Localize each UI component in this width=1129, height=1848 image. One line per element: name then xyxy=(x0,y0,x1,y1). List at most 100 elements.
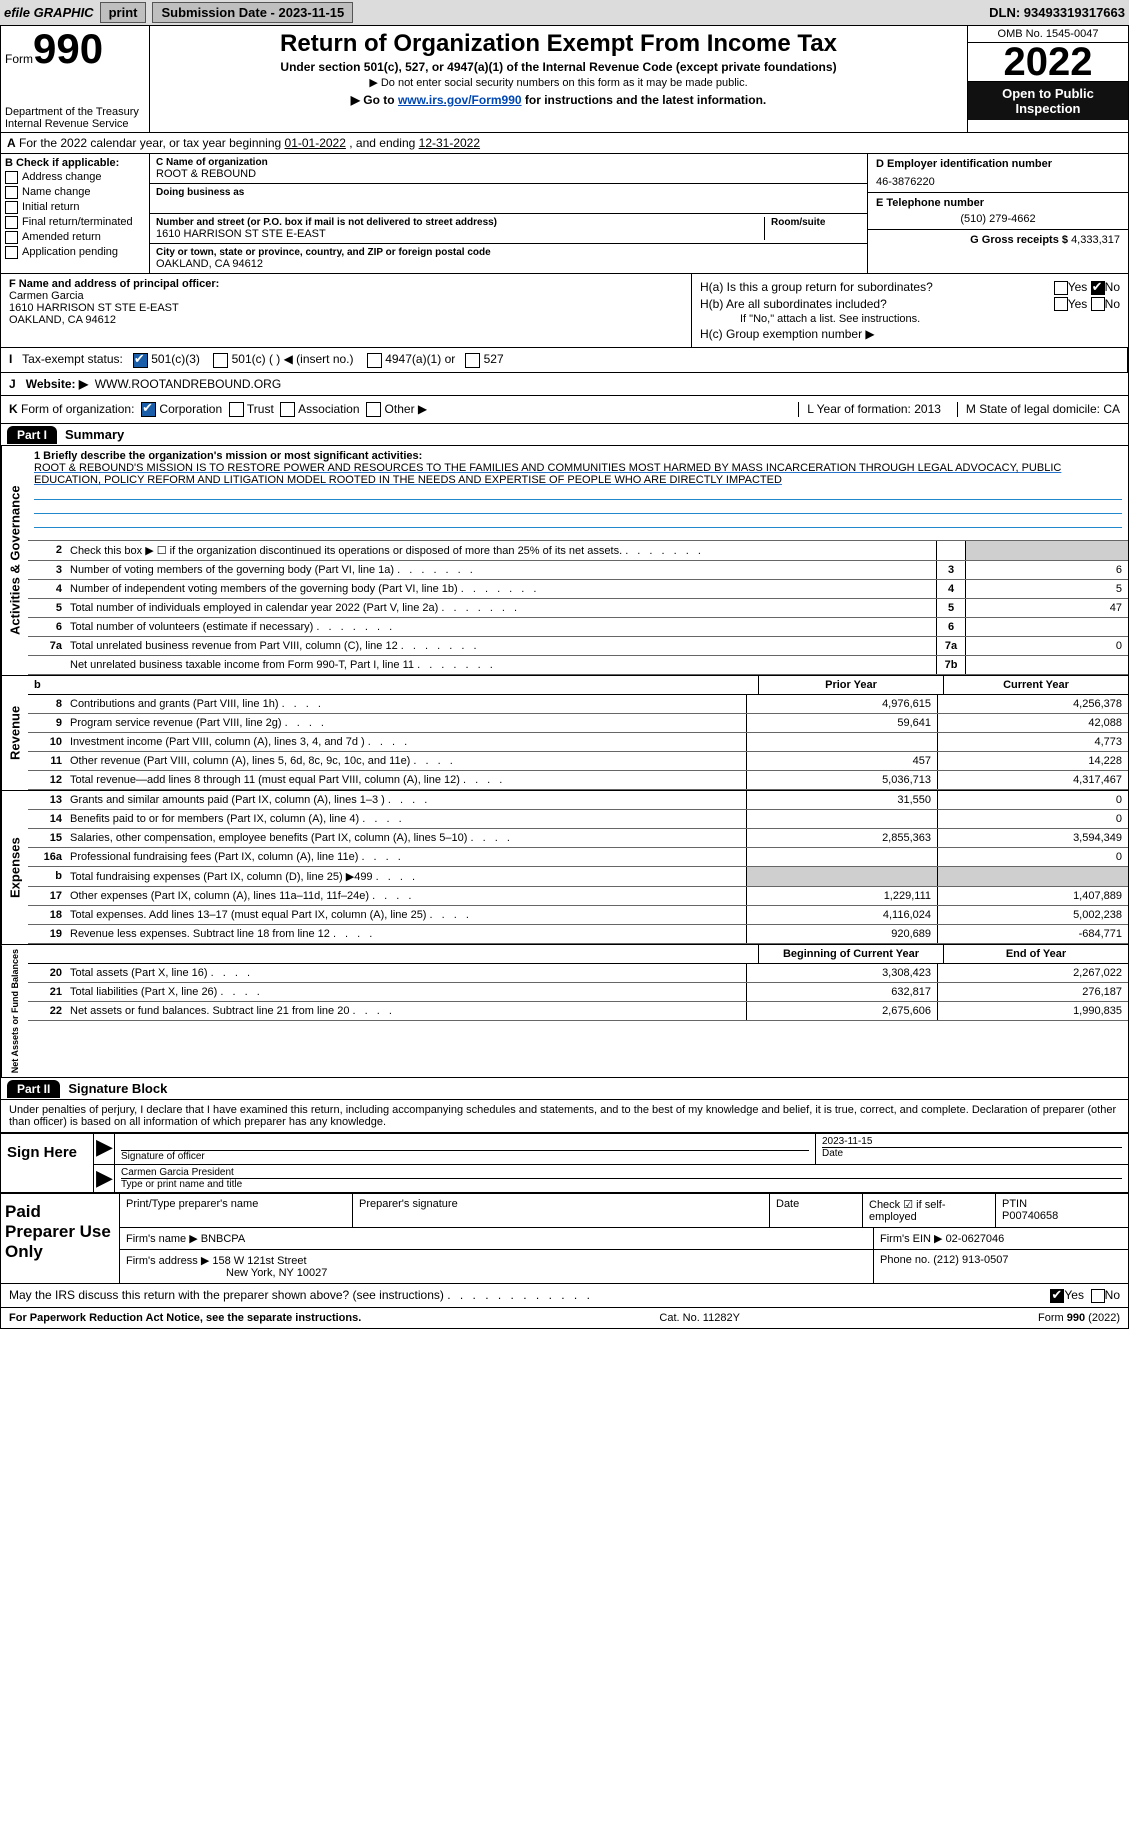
chk-assoc[interactable] xyxy=(280,402,295,417)
form-990: Form990 Department of the Treasury Inter… xyxy=(0,25,1129,1329)
row-i-tax-status: I Tax-exempt status: 501(c)(3) 501(c) ( … xyxy=(1,348,1128,372)
may-no-lbl: No xyxy=(1105,1288,1120,1302)
may-yes[interactable] xyxy=(1050,1289,1064,1303)
gov-row: 4Number of independent voting members of… xyxy=(28,580,1128,599)
chk-other[interactable] xyxy=(366,402,381,417)
chk-app-pending[interactable] xyxy=(5,246,18,259)
col-current-year: Current Year xyxy=(943,676,1128,694)
chk-501c3[interactable] xyxy=(133,353,148,368)
part-ii-header: Part II Signature Block xyxy=(1,1078,1128,1100)
no-lbl: No xyxy=(1105,280,1120,294)
year-end: 12-31-2022 xyxy=(419,136,480,150)
ptin-value: P00740658 xyxy=(1002,1210,1122,1222)
summary-expenses: Expenses 13Grants and similar amounts pa… xyxy=(1,790,1128,944)
chk-name-change[interactable] xyxy=(5,186,18,199)
typed-name: Carmen Garcia President xyxy=(121,1167,1122,1179)
form-number: 990 xyxy=(33,25,103,72)
lbl-final-return: Final return/terminated xyxy=(22,216,133,228)
tab-revenue: Revenue xyxy=(1,676,28,790)
data-row: 20Total assets (Part X, line 16) . . . .… xyxy=(28,964,1128,983)
form-title-block: Return of Organization Exempt From Incom… xyxy=(150,26,967,132)
row-k-label: K xyxy=(9,402,18,416)
data-row: 17Other expenses (Part IX, column (A), l… xyxy=(28,887,1128,906)
dba-label: Doing business as xyxy=(156,187,861,198)
h-a-no[interactable] xyxy=(1091,281,1105,295)
officer-addr2: OAKLAND, CA 94612 xyxy=(9,314,683,326)
form-org-label: Form of organization: xyxy=(21,402,134,416)
phone-value: (510) 279-4662 xyxy=(876,213,1120,225)
mission-question: 1 Briefly describe the organization's mi… xyxy=(34,450,1122,462)
submission-date-button[interactable]: Submission Date - 2023-11-15 xyxy=(152,2,353,23)
officer-addr1: 1610 HARRISON ST STE E-EAST xyxy=(9,302,683,314)
may-yes-lbl: Yes xyxy=(1064,1288,1084,1302)
chk-4947[interactable] xyxy=(367,353,382,368)
row-j-website: J Website: ▶ WWW.ROOTANDREBOUND.ORG xyxy=(1,373,1128,396)
chk-527[interactable] xyxy=(465,353,480,368)
dln-label: DLN: 93493319317663 xyxy=(989,5,1125,20)
footer-right: Form 990 (2022) xyxy=(1038,1312,1120,1324)
paid-preparer-block: Paid Preparer Use Only Print/Type prepar… xyxy=(1,1193,1128,1283)
self-employed-check: Check ☑ if self-employed xyxy=(863,1194,996,1227)
h-a-yes[interactable] xyxy=(1054,281,1068,295)
city-state-zip: OAKLAND, CA 94612 xyxy=(156,258,861,270)
yes-lbl2: Yes xyxy=(1068,297,1088,311)
data-row: 9Program service revenue (Part VIII, lin… xyxy=(28,714,1128,733)
may-no[interactable] xyxy=(1091,1289,1105,1303)
firm-addr-label: Firm's address ▶ xyxy=(126,1255,209,1267)
summary-governance: Activities & Governance 1 Briefly descri… xyxy=(1,446,1128,675)
row-a-label: A xyxy=(7,136,16,150)
firm-name: BNBCPA xyxy=(201,1233,245,1245)
opt-501c3: 501(c)(3) xyxy=(151,352,200,366)
chk-initial-return[interactable] xyxy=(5,201,18,214)
firm-addr1: 158 W 121st Street xyxy=(212,1255,306,1267)
opt-527: 527 xyxy=(484,352,504,366)
room-label: Room/suite xyxy=(771,217,861,228)
page-footer: For Paperwork Reduction Act Notice, see … xyxy=(1,1308,1128,1328)
website-label: Website: ▶ xyxy=(26,377,88,391)
chk-corp[interactable] xyxy=(141,402,156,417)
chk-501c[interactable] xyxy=(213,353,228,368)
opt-other: Other ▶ xyxy=(385,402,428,416)
opt-4947: 4947(a)(1) or xyxy=(385,352,455,366)
chk-amended[interactable] xyxy=(5,231,18,244)
year-begin: 01-01-2022 xyxy=(285,136,346,150)
h-b-no[interactable] xyxy=(1091,297,1105,311)
street-label: Number and street (or P.O. box if mail i… xyxy=(156,217,764,228)
row-b-label: b xyxy=(34,679,41,691)
chk-address-change[interactable] xyxy=(5,171,18,184)
dept-treasury: Department of the Treasury xyxy=(5,106,145,118)
row-k-form-org: K Form of organization: Corporation Trus… xyxy=(1,396,1128,424)
footer-form-no: 990 xyxy=(1067,1312,1085,1324)
part-i-header: Part I Summary xyxy=(1,424,1128,446)
irs-link[interactable]: www.irs.gov/Form990 xyxy=(398,93,522,107)
city-label: City or town, state or province, country… xyxy=(156,247,861,258)
tab-net-assets: Net Assets or Fund Balances xyxy=(1,945,28,1077)
part-i-label: Summary xyxy=(57,424,132,445)
h-c-question: H(c) Group exemption number ▶ xyxy=(700,327,875,341)
data-row: 15Salaries, other compensation, employee… xyxy=(28,829,1128,848)
website-value: WWW.ROOTANDREBOUND.ORG xyxy=(95,377,281,391)
h-b-note: If "No," attach a list. See instructions… xyxy=(700,313,1120,325)
preparer-date-label: Date xyxy=(770,1194,863,1227)
col-def-ids: D Employer identification number 46-3876… xyxy=(867,154,1128,273)
ein-value: 46-3876220 xyxy=(876,176,1120,188)
phone-label: E Telephone number xyxy=(876,197,1120,209)
row-j-label: J xyxy=(9,377,16,391)
tab-governance: Activities & Governance xyxy=(1,446,28,675)
chk-final-return[interactable] xyxy=(5,216,18,229)
gov-row: 2Check this box ▶ ☐ if the organization … xyxy=(28,541,1128,561)
form-header: Form990 Department of the Treasury Inter… xyxy=(1,26,1128,133)
tax-year: 2022 xyxy=(968,43,1128,82)
officer-name: Carmen Garcia xyxy=(9,290,683,302)
h-b-yes[interactable] xyxy=(1054,297,1068,311)
top-bar: efile GRAPHIC print Submission Date - 20… xyxy=(0,0,1129,25)
print-button[interactable]: print xyxy=(100,2,147,23)
col-b-checkboxes: B Check if applicable: Address change Na… xyxy=(1,154,150,273)
mission-block: 1 Briefly describe the organization's mi… xyxy=(28,446,1128,541)
row-i-label: I xyxy=(9,352,12,366)
firm-name-label: Firm's name ▶ xyxy=(126,1233,198,1245)
chk-trust[interactable] xyxy=(229,402,244,417)
street-address: 1610 HARRISON ST STE E-EAST xyxy=(156,228,764,240)
col-prior-year: Prior Year xyxy=(758,676,943,694)
sign-arrow-icon-2: ▶ xyxy=(94,1165,115,1192)
